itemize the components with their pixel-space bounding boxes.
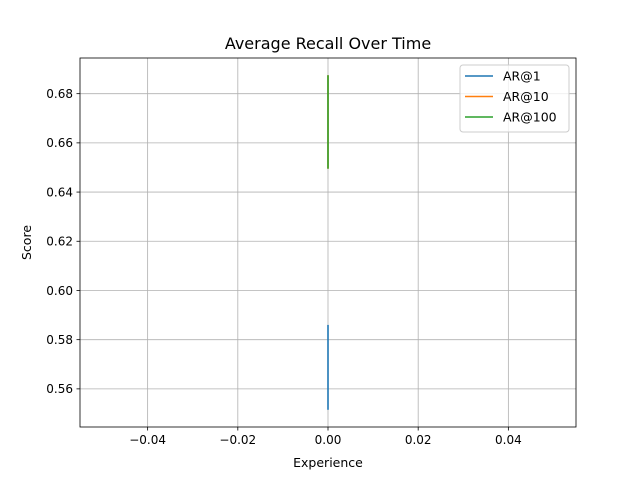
- x-tick-label: 0.04: [495, 433, 522, 447]
- y-axis-label: Score: [19, 225, 34, 260]
- y-tick-label: 0.64: [46, 185, 73, 199]
- legend: AR@1 AR@10 AR@100: [460, 65, 569, 132]
- x-tick-label: 0.00: [315, 433, 342, 447]
- x-tick-label: −0.02: [219, 433, 256, 447]
- y-tick-label: 0.62: [46, 235, 73, 249]
- y-tick-label: 0.58: [46, 333, 73, 347]
- chart-title: Average Recall Over Time: [225, 34, 431, 53]
- y-tick-label: 0.68: [46, 87, 73, 101]
- legend-label-ar-100: AR@100: [503, 110, 557, 125]
- y-tick-label: 0.56: [46, 382, 73, 396]
- legend-label-ar-10: AR@10: [503, 89, 549, 104]
- y-tick-label: 0.60: [46, 284, 73, 298]
- legend-label-ar-1: AR@1: [503, 69, 541, 84]
- x-tick-label: −0.04: [129, 433, 166, 447]
- x-tick-label: 0.02: [405, 433, 432, 447]
- y-tick-label: 0.66: [46, 136, 73, 150]
- x-axis-label: Experience: [293, 455, 363, 470]
